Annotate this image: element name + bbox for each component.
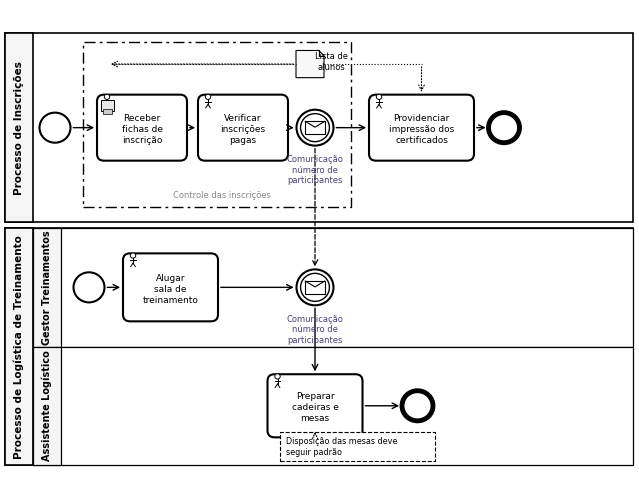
Bar <box>33 347 633 465</box>
Bar <box>305 121 325 134</box>
Text: Receber
fichas de
inscrição: Receber fichas de inscrição <box>121 114 162 145</box>
Circle shape <box>73 272 105 302</box>
Bar <box>33 228 61 347</box>
Bar <box>5 33 633 222</box>
Bar <box>5 228 633 465</box>
Polygon shape <box>296 50 324 77</box>
Text: Gestor Treinamentos: Gestor Treinamentos <box>42 230 52 345</box>
Circle shape <box>40 113 70 143</box>
Text: Controle das inscrições: Controle das inscrições <box>173 191 272 200</box>
Circle shape <box>104 94 110 99</box>
Circle shape <box>296 110 334 146</box>
FancyBboxPatch shape <box>123 253 218 321</box>
Text: Preparar
cadeiras e
mesas: Preparar cadeiras e mesas <box>291 392 339 424</box>
Circle shape <box>205 94 211 99</box>
Bar <box>83 42 351 207</box>
Bar <box>33 228 633 347</box>
Circle shape <box>376 94 381 99</box>
Bar <box>101 100 114 111</box>
Text: Comunicação
número de
participantes: Comunicação número de participantes <box>286 155 343 185</box>
Circle shape <box>275 374 281 379</box>
Circle shape <box>300 273 330 302</box>
Text: Lista de
alunos: Lista de alunos <box>315 52 348 72</box>
FancyBboxPatch shape <box>97 95 187 161</box>
Bar <box>5 33 33 222</box>
Bar <box>5 228 33 465</box>
Circle shape <box>402 391 433 421</box>
Text: Providenciar
impressão dos
certificados: Providenciar impressão dos certificados <box>389 114 454 145</box>
FancyBboxPatch shape <box>268 374 362 438</box>
FancyBboxPatch shape <box>369 95 474 161</box>
Circle shape <box>130 253 135 258</box>
Circle shape <box>296 270 334 305</box>
Circle shape <box>300 114 330 142</box>
Text: Comunicação
número de
participantes: Comunicação número de participantes <box>286 315 343 345</box>
Bar <box>33 347 61 465</box>
Circle shape <box>488 113 520 143</box>
Bar <box>279 432 435 461</box>
Text: Assistente Logístico: Assistente Logístico <box>42 350 52 461</box>
Text: Verificar
inscrições
pagas: Verificar inscrições pagas <box>220 114 266 145</box>
Bar <box>305 281 325 294</box>
Text: Alugar
sala de
treinamento: Alugar sala de treinamento <box>142 273 199 305</box>
Bar <box>103 109 112 114</box>
Text: Disposição das mesas deve
seguir padrão: Disposição das mesas deve seguir padrão <box>286 437 397 456</box>
FancyBboxPatch shape <box>198 95 288 161</box>
Text: Processo de Inscrições: Processo de Inscrições <box>14 60 24 195</box>
Text: Processo de Logística de Treinamento: Processo de Logística de Treinamento <box>14 235 24 458</box>
